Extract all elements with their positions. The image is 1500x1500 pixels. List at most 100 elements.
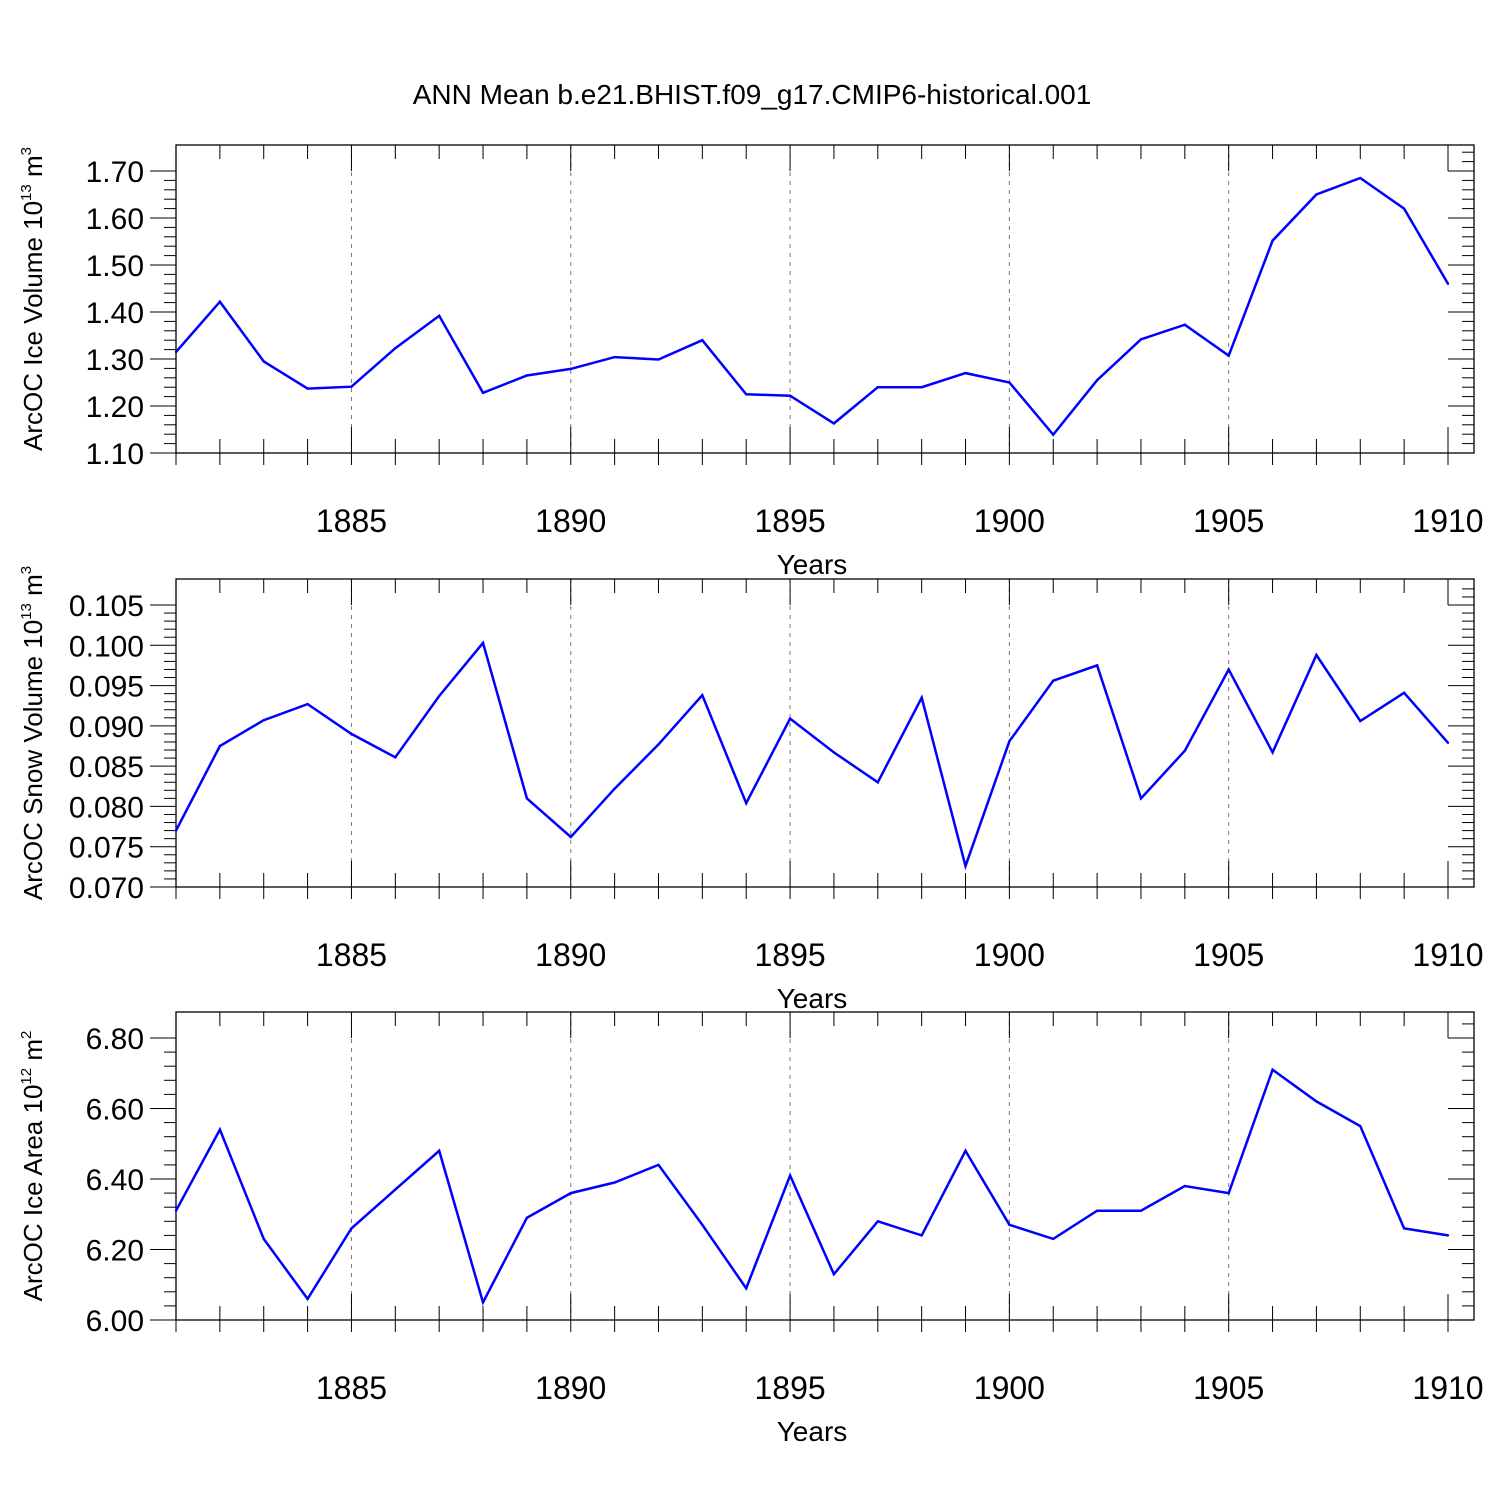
y-tick-label: 0.100	[69, 630, 144, 663]
data-point	[964, 864, 967, 868]
data-point	[1052, 433, 1055, 436]
y-tick-label: 1.50	[86, 250, 144, 283]
data-point	[481, 641, 485, 645]
y-title-text: m	[18, 1039, 48, 1068]
series-line	[174, 640, 1449, 871]
y-title-text: ArcOC Ice Volume 10	[18, 201, 48, 451]
y-axis-title: ArcOC Snow Volume 1013 m3	[18, 566, 48, 900]
data-point	[1271, 751, 1274, 754]
data-point	[394, 1188, 397, 1191]
data-point	[832, 751, 836, 754]
data-point	[745, 1287, 748, 1290]
y-tick-label: 6.20	[86, 1235, 144, 1268]
panel-3: 6.00 6.20 6.40 6.60 6.80 1885 1890 1895 1900 1905…	[18, 1011, 1484, 1447]
y-tick-label: 1.40	[86, 297, 144, 330]
y-title-superscript: 13	[18, 184, 35, 201]
x-tick-label: 1910	[1412, 1370, 1483, 1406]
x-tick-label: 1895	[754, 1370, 825, 1406]
data-point	[613, 1181, 616, 1184]
data-point	[1446, 1234, 1450, 1237]
data-point	[788, 717, 792, 720]
data-point	[1183, 1184, 1187, 1188]
data-point	[1402, 691, 1406, 695]
data-point	[1052, 1237, 1055, 1241]
y-title-text: m	[18, 574, 48, 603]
y-tick-label: 1.70	[86, 156, 144, 189]
x-tick-label: 1900	[974, 937, 1045, 973]
x-tick-label: 1905	[1193, 937, 1264, 973]
data-point	[481, 1301, 485, 1304]
x-tick-label: 1885	[316, 503, 387, 539]
y-axis-title: ArcOC Ice Area 1012 m2	[18, 1031, 48, 1302]
data-point	[920, 1234, 923, 1237]
data-point	[613, 355, 616, 359]
data-point	[569, 835, 572, 839]
y-tick-label: 6.80	[86, 1023, 144, 1056]
data-point	[262, 360, 265, 363]
y-title-superscript: 2	[18, 1031, 35, 1039]
y-tick-label: 1.30	[86, 344, 144, 377]
x-tick-label: 1900	[974, 503, 1045, 539]
data-point	[1052, 679, 1055, 682]
y-tick-label: 0.105	[69, 590, 144, 623]
x-axis-title: Years	[777, 1416, 848, 1447]
data-point	[174, 350, 178, 354]
x-tick-label: 1910	[1412, 937, 1483, 973]
data-point	[701, 339, 704, 342]
y-title-superscript: 13	[18, 603, 35, 620]
data-point	[306, 387, 309, 390]
data-point	[1095, 1209, 1099, 1212]
data-point	[1359, 176, 1362, 180]
data-point	[745, 802, 748, 805]
x-axis-title: Years	[777, 983, 848, 1014]
data-point	[1139, 1209, 1143, 1212]
data-point	[832, 422, 836, 425]
data-point	[964, 371, 967, 375]
data-point	[525, 374, 529, 377]
data-point	[1227, 668, 1230, 671]
plot-frame	[175, 144, 1475, 454]
chart-title: ANN Mean b.e21.BHIST.f09_g17.CMIP6-histo…	[413, 79, 1092, 110]
data-point	[1139, 338, 1143, 341]
data-point	[920, 696, 923, 699]
data-point	[1446, 282, 1450, 285]
x-axis-title: Years	[777, 549, 848, 580]
data-point	[437, 314, 441, 317]
data-point	[701, 1223, 704, 1227]
x-tick-label: 1890	[535, 503, 606, 539]
plots: 1.10 1.20 1.30 1.40 1.50 1.60 1.70 1885 1890 1895…	[18, 144, 1484, 1447]
data-point	[174, 829, 178, 832]
y-axis-title: ArcOC Ice Volume 1013 m3	[18, 147, 48, 451]
data-point	[1271, 239, 1274, 242]
x-tick-label: 1905	[1193, 503, 1264, 539]
series-line	[174, 1067, 1449, 1306]
data-point	[174, 1209, 178, 1212]
data-point	[701, 694, 704, 697]
data-point	[1095, 664, 1099, 667]
data-point	[1139, 797, 1143, 800]
x-tick-label: 1910	[1412, 503, 1483, 539]
data-point	[262, 1237, 265, 1241]
data-point	[1402, 207, 1406, 210]
data-point	[657, 1163, 660, 1167]
data-point	[218, 744, 222, 748]
data-point	[1271, 1068, 1274, 1071]
y-tick-label: 6.60	[86, 1094, 144, 1127]
y-tick-label: 0.075	[69, 832, 144, 865]
data-point	[1359, 719, 1362, 723]
y-title-text: ArcOC Ice Area 10	[18, 1085, 48, 1302]
data-point	[218, 300, 222, 303]
panel-1: 1.10 1.20 1.30 1.40 1.50 1.60 1.70 1885 1890 1895…	[18, 144, 1484, 580]
y-tick-label: 0.085	[69, 751, 144, 784]
data-point	[1359, 1124, 1362, 1128]
plot-frame	[175, 1011, 1475, 1321]
data-point	[1227, 354, 1230, 357]
data-point	[876, 781, 879, 784]
data-point	[525, 797, 529, 800]
x-tick-label: 1895	[754, 503, 825, 539]
y-tick-label: 1.10	[86, 438, 144, 471]
x-tick-label: 1890	[535, 1370, 606, 1406]
y-tick-label: 1.60	[86, 203, 144, 236]
data-point	[1402, 1227, 1406, 1230]
data-point	[1095, 378, 1099, 382]
